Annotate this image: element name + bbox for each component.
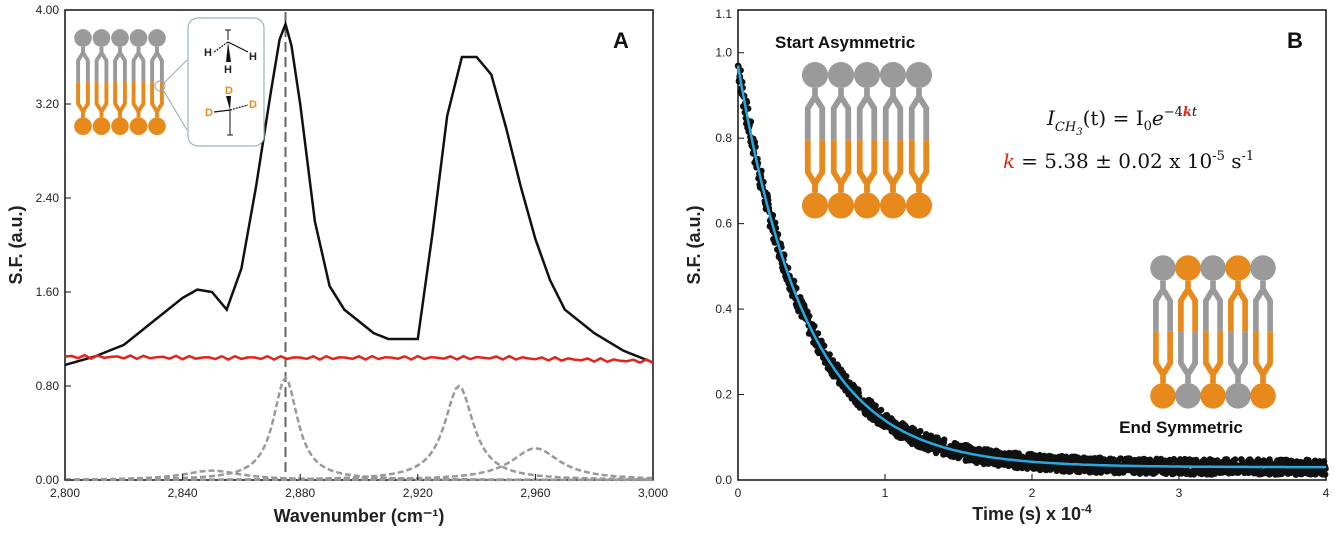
b-xtick-label: 4	[1323, 486, 1330, 500]
b-ytick-label: 0.2	[715, 388, 732, 402]
a-ytick-label: 2.40	[36, 191, 60, 205]
h-atom-2: H	[249, 51, 257, 63]
panel-a-xlabel: Wavenumber (cm⁻¹)	[274, 506, 445, 526]
lipid-icon	[827, 61, 855, 219]
panel-a-ylabel: S.F. (a.u.)	[6, 205, 26, 284]
b-data-point	[829, 357, 837, 364]
b-fit-curve	[736, 65, 1326, 469]
b-data-point	[1170, 455, 1178, 463]
b-data-point	[821, 342, 828, 349]
b-data-point	[806, 312, 813, 320]
b-ytick-label: 0.0	[715, 473, 732, 487]
h-atom-1: H	[204, 47, 212, 59]
lipid-icon	[74, 29, 92, 136]
panel-a: 2,800 2,840 2,880 2,920 2,960 3,000 0.00 0.80 1.…	[6, 3, 668, 526]
cd3-molecule-icon: D D D	[205, 85, 257, 136]
b-data-point	[826, 351, 833, 358]
a-xtick-label: 2,880	[285, 486, 315, 500]
b-data-point	[814, 330, 822, 337]
panel-b: 0 1 2 3 4 0.0 0.2 0.4 0.6 0.8 1.0 1.1 B Time (s) x …	[684, 7, 1330, 524]
b-xtick-label: 1	[882, 486, 889, 500]
panel-b-ylabel: S.F. (a.u.)	[684, 205, 704, 284]
lipid-icon	[1250, 255, 1276, 409]
a-ytick-label: 1.60	[36, 285, 60, 299]
b-xtick-label: 3	[1176, 486, 1183, 500]
a-ytick-label: 0.80	[36, 379, 60, 393]
a-xtick-label: 2,960	[520, 486, 550, 500]
b-data-point	[941, 436, 948, 443]
panel-b-label: B	[1287, 28, 1303, 53]
a-series-line-3	[65, 384, 653, 482]
lipid-icon	[879, 61, 907, 219]
bilayer-illustration-a	[74, 29, 166, 136]
a-xtick-label: 3,000	[638, 486, 668, 500]
lipid-icon	[1200, 255, 1226, 409]
b-data-point	[1320, 458, 1328, 465]
b-data-point	[790, 277, 798, 285]
rate-constant: k = 5.38 ± 0.02 x 10-5 s-1	[1003, 149, 1254, 173]
b-data-point	[872, 402, 879, 409]
start-asymmetric-label: Start Asymmetric	[775, 33, 915, 52]
molecule-inset-box	[187, 17, 265, 147]
bilayer-symmetric-illustration	[1150, 255, 1276, 409]
b-ytick-label-top: 1.1	[715, 7, 732, 21]
a-series-line-2	[65, 375, 653, 482]
a-ytick-label: 0.00	[36, 473, 60, 487]
a-series-line-5	[65, 469, 653, 482]
d-atom-3: D	[249, 99, 257, 111]
a-ytick-label: 3.20	[36, 97, 60, 111]
lipid-icon	[801, 61, 829, 219]
lipid-icon	[905, 61, 933, 219]
lipid-icon	[148, 29, 166, 136]
b-data-point	[1322, 471, 1329, 478]
a-series-line-0	[64, 20, 654, 367]
bilayer-asymmetric-illustration	[801, 61, 933, 219]
a-xtick-label: 2,920	[403, 486, 433, 500]
lipid-icon	[111, 29, 129, 136]
d-atom-2: D	[205, 107, 213, 119]
lipid-icon	[129, 29, 148, 136]
a-xtick-label: 2,840	[168, 486, 198, 500]
fit-equation: ICH3(t) = I0e−4kt	[1046, 105, 1198, 138]
ch3-molecule-icon: H H H	[204, 29, 257, 76]
a-xtick-label: 2,800	[50, 486, 80, 500]
b-data-point	[811, 322, 818, 330]
b-data-point	[1231, 456, 1239, 463]
b-xtick-label: 2	[1029, 486, 1036, 500]
b-data-point	[843, 373, 850, 380]
a-ytick-label: 4.00	[36, 3, 60, 17]
end-symmetric-label: End Symmetric	[1119, 418, 1243, 437]
panel-a-label: A	[613, 28, 629, 53]
b-data-point	[917, 427, 924, 435]
lipid-icon	[1225, 255, 1251, 409]
zoom-callout: H H H D D D	[154, 17, 265, 147]
a-series-line-4	[65, 447, 654, 482]
a-series-line-1	[64, 353, 654, 365]
b-ytick-label: 0.4	[715, 302, 732, 316]
b-xtick-label: 0	[735, 486, 742, 500]
lipid-icon	[853, 61, 881, 219]
b-data-point	[1223, 456, 1231, 463]
b-data-point	[877, 406, 885, 414]
lipid-icon	[1150, 255, 1176, 409]
d-atom-1: D	[225, 85, 233, 97]
b-ytick-label: 0.8	[715, 131, 732, 145]
b-ytick-label: 1.0	[715, 46, 732, 60]
panel-b-xlabel: Time (s) x 10-4	[972, 502, 1092, 524]
lipid-icon	[92, 29, 111, 136]
h-atom-3: H	[224, 64, 232, 76]
b-ytick-label: 0.6	[715, 217, 732, 231]
lipid-icon	[1175, 255, 1201, 409]
